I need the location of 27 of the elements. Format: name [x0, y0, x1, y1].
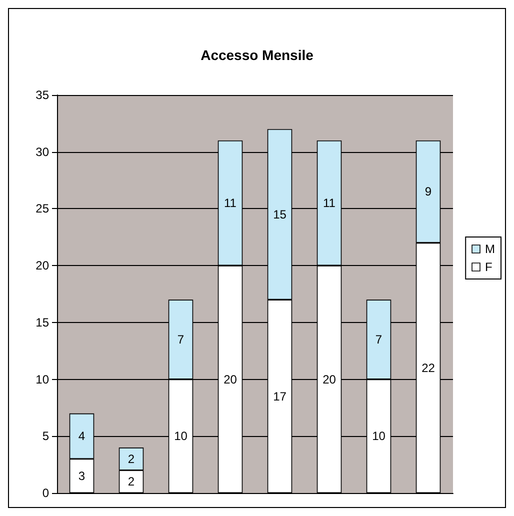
y-tick-label: 35 [36, 88, 50, 102]
data-label: 7 [177, 332, 184, 346]
y-tick-label: 10 [36, 372, 50, 386]
data-label: 11 [224, 196, 237, 210]
data-label: 2 [128, 474, 135, 489]
y-tick-label: 0 [42, 486, 50, 500]
y-tick-label: 15 [36, 315, 50, 330]
y-tick-label: 20 [36, 258, 50, 273]
data-label: 11 [323, 196, 336, 210]
data-label: 9 [424, 184, 432, 199]
legend-label: M [485, 242, 496, 256]
chart-title: Accesso Mensile [200, 47, 314, 63]
y-tick-label: 30 [36, 144, 50, 159]
data-label: 4 [78, 429, 86, 444]
data-label: 3 [78, 468, 86, 483]
data-label: 10 [174, 429, 188, 444]
y-tick-label: 5 [42, 429, 50, 444]
data-label: 15 [273, 207, 287, 222]
data-label: 10 [372, 429, 386, 444]
data-label: 20 [322, 372, 336, 386]
data-label: 20 [224, 372, 238, 386]
data-label: 22 [422, 360, 436, 375]
data-label: 17 [273, 389, 287, 404]
legend-label: F [485, 260, 492, 274]
data-label: 2 [128, 452, 135, 466]
data-label: 7 [375, 332, 382, 346]
y-tick-label: 25 [36, 202, 50, 216]
